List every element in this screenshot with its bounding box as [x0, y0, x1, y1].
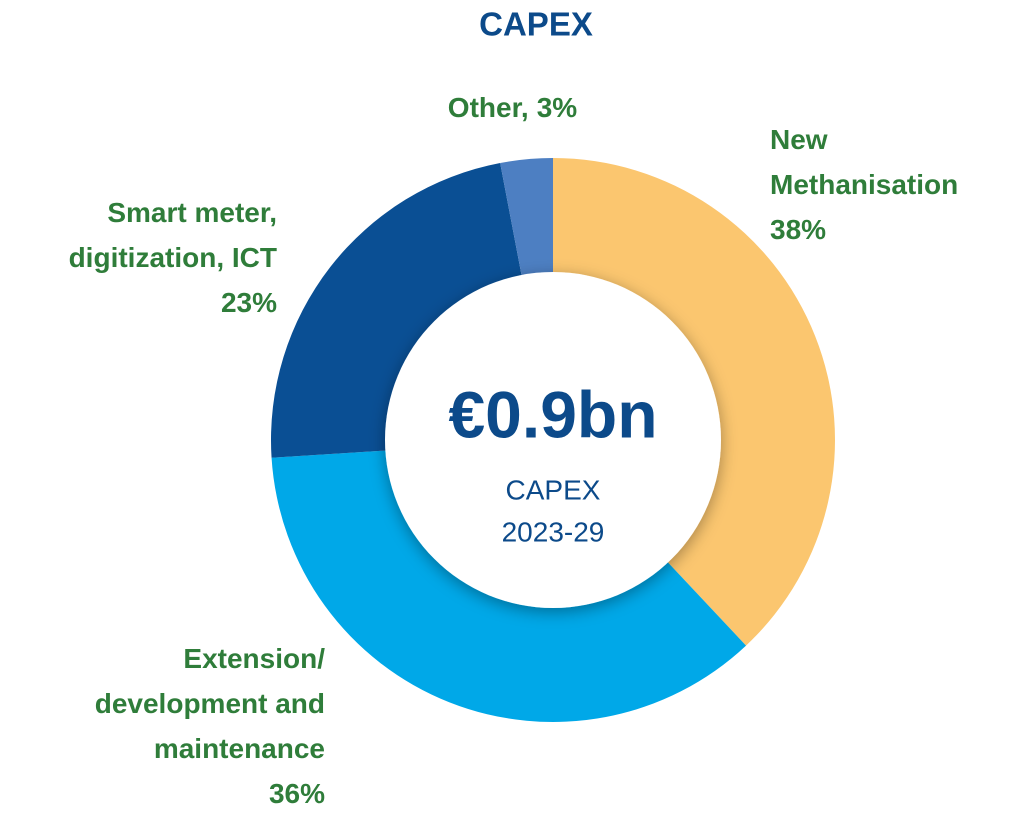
center-period: 2023-29 [502, 516, 605, 547]
category-name: Extension/ development and maintenance [94, 643, 325, 764]
slice-label: New Methanisation 38% [770, 117, 1010, 252]
center-label: CAPEX [506, 474, 601, 505]
donut-hole [385, 272, 721, 608]
donut-slice [500, 158, 553, 293]
value-label: 38% [770, 214, 827, 245]
slice-label: Other, 3% [380, 85, 645, 130]
category-name: Smart meter, digitization, ICT [68, 197, 277, 273]
slice-label: Smart meter, digitization, ICT 23% [0, 190, 277, 325]
category-name: Other, [447, 92, 529, 123]
slice-label: Extension/ development and maintenance 36… [5, 636, 325, 816]
category-name: New Methanisation [770, 124, 959, 200]
value-label: 3% [536, 92, 578, 123]
center-value: €0.9bn [448, 377, 657, 451]
donut-slice [553, 158, 835, 646]
chart-title: CAPEX [479, 6, 593, 43]
value-label: 23% [220, 287, 277, 318]
donut-slice [271, 162, 525, 458]
value-label: 36% [268, 778, 325, 809]
